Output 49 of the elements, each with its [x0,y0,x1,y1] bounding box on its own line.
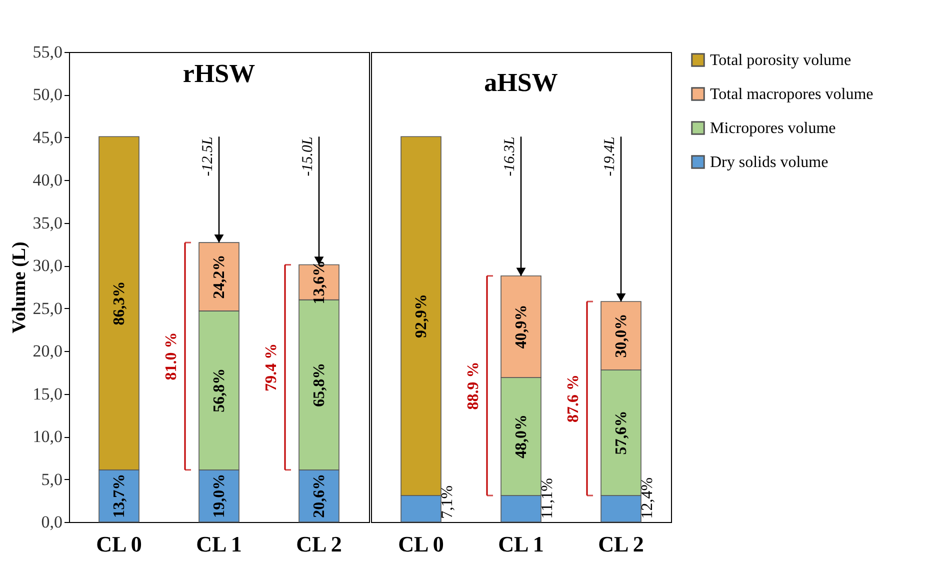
y-tick-label: 0,0 [41,512,62,532]
annotation: -19.4L [602,136,618,176]
y-tick-label: 10,0 [32,427,62,446]
y-tick-label: 20,0 [32,342,62,361]
y-tick-label: 25,0 [32,298,62,318]
y-tick-label: 55,0 [32,42,62,62]
x-tick-label: CL 1 [196,532,242,556]
legend-label: Dry solids volume [710,154,828,171]
annotation: 79.4 % [263,343,280,392]
annotation: 56,8% [211,368,228,412]
annotation: 48,0% [513,414,530,459]
annotation: 12,4% [639,477,656,519]
annotation: -16.3L [502,136,518,176]
annotation: 88.9 % [465,362,482,410]
legend-label: Total porosity volume [710,52,852,69]
annotation: 40,9% [513,304,530,349]
y-axis-title: Volume (L) [8,242,30,334]
annotation: 30,0% [613,314,630,358]
annotation: 86,3% [111,281,128,326]
annotation: -15.0L [300,136,316,176]
annotation: 13,7% [111,474,128,518]
annotation: 19,0% [211,474,228,518]
y-tick-label: 45,0 [32,128,62,147]
y-tick-label: 35,0 [32,213,62,232]
chart-title: rHSW [182,59,256,88]
annotation: 87.6 % [565,374,582,423]
y-tick-label: 5,0 [41,470,62,489]
annotation: -12.5L [200,136,216,176]
x-tick-label: CL 2 [296,532,342,556]
text: aHSW [484,68,558,97]
y-tick-label: 40,0 [32,170,62,190]
x-tick-label: CL 0 [96,532,142,556]
annotation: 92,9% [413,294,430,338]
annotation: 13,6% [311,260,328,304]
annotation: 81.0 % [163,332,180,380]
y-tick-label: 50,0 [32,85,62,104]
legend-label: Total macropores volume [710,86,874,103]
annotation: 7,1% [439,485,456,519]
y-tick-label: 15,0 [32,384,62,404]
annotation: 11,1% [539,478,556,519]
annotation: 24,2% [211,254,228,299]
annotation: 57,6% [613,410,630,455]
annotation: 20,6% [311,474,328,518]
annotation: 65,8% [311,362,328,407]
legend-label: Micropores volume [710,120,836,137]
y-tick-label: 30,0 [32,256,62,276]
x-tick-label: CL 0 [398,532,444,556]
x-tick-label: CL 2 [598,532,644,556]
x-tick-label: CL 1 [498,532,544,556]
